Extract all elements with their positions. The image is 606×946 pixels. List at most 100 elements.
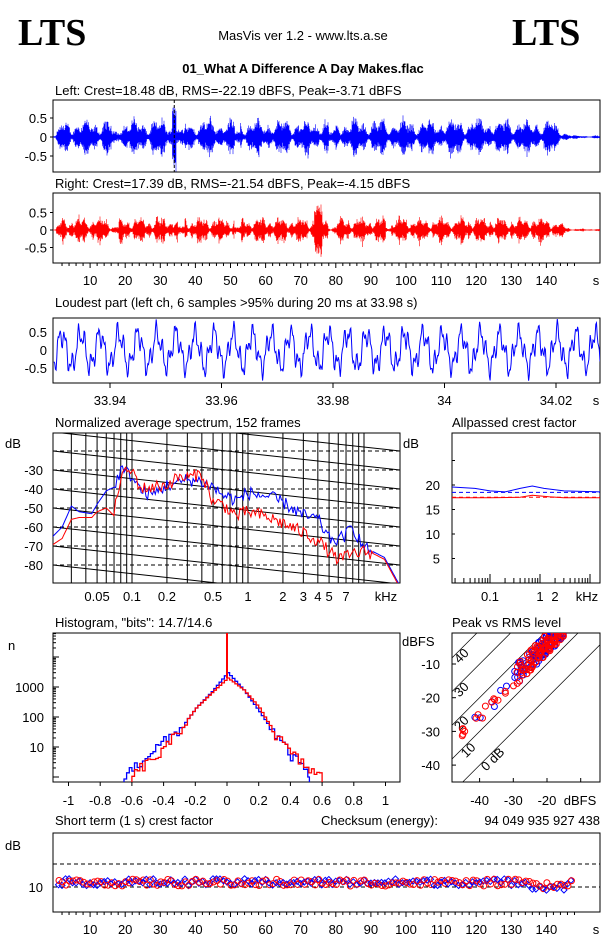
- short-crest-point-right: [129, 875, 137, 883]
- short-crest-ylabel: dB: [5, 838, 21, 853]
- short-crest-point-right: [490, 875, 498, 883]
- x-tick-label: 90: [364, 922, 378, 937]
- short-crest-point-left: [279, 878, 287, 887]
- short-crest-point-right: [529, 879, 537, 887]
- short-crest-point-right: [73, 876, 81, 884]
- x-tick-label: 34: [437, 393, 451, 408]
- crest-diagonal: [452, 633, 579, 760]
- right-wave-title: Right: Crest=17.39 dB, RMS=-21.54 dBFS, …: [55, 176, 410, 191]
- short-crest-point-left: [251, 876, 259, 885]
- x-tick-label: -0.4: [152, 793, 174, 808]
- short-crest-point-right: [427, 881, 435, 889]
- short-crest-point-left: [479, 877, 487, 885]
- short-crest-point-right: [139, 876, 147, 884]
- crest-diagonal-label: 10: [458, 740, 479, 761]
- x-tick-label: 120: [465, 922, 487, 937]
- short-crest-point-right: [508, 880, 516, 888]
- y-tick-label: 100: [22, 710, 44, 725]
- short-crest-point-right: [325, 879, 333, 887]
- short-crest-point-right: [280, 881, 288, 889]
- short-crest-point-right: [346, 882, 354, 890]
- short-crest-point-right: [501, 880, 509, 888]
- short-crest-point-right: [115, 880, 123, 888]
- x-unit-label: kHz: [375, 589, 397, 604]
- short-crest-point-right: [525, 877, 533, 885]
- peak-rms-point-right: [533, 643, 541, 651]
- x-tick-label: 120: [465, 273, 487, 288]
- x-tick-label: 130: [500, 273, 522, 288]
- short-crest-point-left: [325, 875, 333, 884]
- x-tick-label: 34.02: [540, 393, 573, 408]
- peak-rms-point-right: [490, 695, 498, 703]
- short-crest-point-left: [311, 875, 319, 884]
- y-tick-label: 5: [433, 552, 440, 567]
- loudest-frame: [52, 317, 601, 384]
- y-tick-label: 0: [40, 343, 47, 358]
- y-tick-label: -10: [421, 657, 440, 672]
- peak-rms-point-right: [535, 653, 543, 661]
- histogram-series-right: [131, 677, 323, 782]
- peak-rms-point-right: [510, 682, 517, 690]
- x-tick-label: 60: [258, 273, 272, 288]
- short-crest-point-right: [480, 882, 488, 890]
- spectrum-title: Normalized average spectrum, 152 frames: [55, 415, 301, 430]
- x-tick-label: 0.05: [84, 589, 109, 604]
- peak-rms-point-right: [474, 711, 482, 719]
- short-crest-point-left: [146, 880, 154, 889]
- short-crest-point-right: [339, 878, 347, 886]
- x-tick-label: 2: [551, 589, 558, 604]
- short-crest-point-right: [483, 875, 491, 883]
- peak-rms-ylabel: dBFS: [402, 634, 435, 649]
- short-crest-point-right: [132, 876, 140, 884]
- crest-diagonal: [462, 644, 600, 782]
- x-tick-label: 30: [153, 273, 167, 288]
- short-crest-point-right: [66, 877, 74, 885]
- loudest-series: [53, 319, 600, 381]
- short-crest-point-right: [441, 879, 449, 887]
- short-crest-point-right: [59, 878, 67, 886]
- short-crest-point-right: [157, 878, 165, 886]
- short-crest-point-right: [336, 876, 344, 884]
- spectrum-slope-line: [231, 433, 400, 452]
- x-tick-label: 140: [536, 273, 558, 288]
- allpassed-ylabel: dB: [403, 436, 419, 451]
- short-crest-point-right: [381, 882, 389, 890]
- short-crest-point-right: [248, 877, 256, 885]
- short-crest-point-left: [423, 876, 431, 884]
- peak-rms-point-right: [522, 666, 530, 674]
- short-crest-point-right: [273, 875, 281, 883]
- short-crest-point-right: [560, 881, 568, 889]
- short-crest-point-right: [164, 876, 172, 884]
- x-tick-label: 70: [293, 273, 307, 288]
- peak-rms-point-right: [558, 633, 565, 636]
- short-crest-point-right: [294, 880, 302, 888]
- peak-rms-point-right: [501, 687, 509, 695]
- x-tick-label: 130: [500, 922, 522, 937]
- peak-rms-title: Peak vs RMS level: [452, 615, 561, 630]
- x-tick-label: 4: [314, 589, 321, 604]
- short-crest-point-right: [101, 881, 109, 889]
- short-crest-point-right: [392, 879, 400, 887]
- y-tick-label: 0: [40, 223, 47, 238]
- short-crest-point-right: [374, 880, 382, 888]
- short-crest-point-right: [178, 882, 186, 890]
- peak-rms-point-right: [494, 696, 502, 704]
- x-tick-label: 0.1: [123, 589, 141, 604]
- y-tick-label: -60: [24, 520, 43, 535]
- x-tick-label: 0.1: [481, 589, 499, 604]
- x-unit-label: dBFS: [564, 793, 597, 808]
- x-tick-label: 0.4: [281, 793, 299, 808]
- x-tick-label: 70: [293, 922, 307, 937]
- short-crest-point-left: [440, 876, 449, 885]
- peak-rms-point-right: [513, 668, 521, 676]
- x-tick-label: -30: [504, 793, 523, 808]
- x-tick-label: 80: [329, 273, 343, 288]
- x-tick-label: 5: [325, 589, 332, 604]
- short-crest-point-left: [216, 875, 224, 883]
- x-tick-label: 0.5: [204, 589, 222, 604]
- spectrum-slope-line: [53, 679, 400, 717]
- allpassed-frame: [451, 432, 601, 584]
- short-crest-point-left: [426, 875, 435, 883]
- short-crest-point-right: [171, 880, 179, 888]
